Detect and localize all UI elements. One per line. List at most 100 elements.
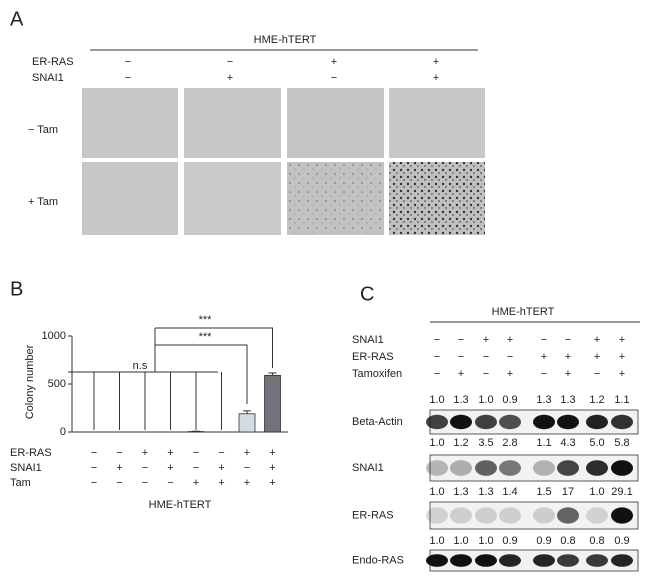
condition-sign: + <box>193 477 199 489</box>
condition-sign: − <box>142 477 148 489</box>
quant-label: 1.2 <box>453 437 468 449</box>
blot-band <box>611 507 633 524</box>
y-tick-label: 500 <box>48 378 66 390</box>
blot-band <box>557 554 579 567</box>
blot-band <box>475 460 497 476</box>
condition-sign: − <box>142 462 148 474</box>
quant-label: 1.0 <box>429 535 444 547</box>
condition-sign: − <box>541 334 547 346</box>
blot-band <box>475 414 497 430</box>
blot-band <box>426 507 448 524</box>
condition-sign: + <box>594 351 600 363</box>
quant-label: 5.0 <box>589 437 604 449</box>
quant-label: 3.5 <box>478 437 493 449</box>
blot-label: ER-RAS <box>352 509 394 521</box>
annotation: *** <box>199 314 213 326</box>
panel-header: HME-hTERT <box>492 306 555 318</box>
quant-label: 1.2 <box>589 394 604 406</box>
condition-sign: + <box>218 462 224 474</box>
blot-band <box>499 414 521 430</box>
condition-sign: − <box>91 477 97 489</box>
panel-label: B <box>10 278 23 300</box>
blot-band <box>499 460 521 476</box>
condition-sign: + <box>167 447 173 459</box>
quant-label: 1.3 <box>560 394 575 406</box>
blot-label: Endo-RAS <box>352 554 404 566</box>
blot-band <box>533 507 555 524</box>
condition-sign: − <box>244 462 250 474</box>
condition-sign: + <box>433 56 439 68</box>
quant-label: 0.9 <box>536 535 551 547</box>
quant-label: 1.3 <box>453 486 468 498</box>
condition-sign: + <box>565 351 571 363</box>
quant-label: 29.1 <box>611 486 632 498</box>
y-axis-label: Colony number <box>24 344 36 419</box>
blot-band <box>533 460 555 476</box>
y-tick-label: 1000 <box>42 330 66 342</box>
condition-sign: + <box>458 368 464 380</box>
condition-sign: − <box>594 368 600 380</box>
blot-band <box>557 460 579 476</box>
annotation: n.s <box>133 360 148 372</box>
condition-sign: − <box>507 351 513 363</box>
condition-sign: − <box>125 56 131 68</box>
panel-header: HME-hTERT <box>254 34 317 46</box>
condition-sign: − <box>434 351 440 363</box>
blot-band <box>426 554 448 567</box>
condition-sign: + <box>244 477 250 489</box>
condition-sign: + <box>269 462 275 474</box>
quant-label: 1.1 <box>614 394 629 406</box>
condition-sign: − <box>483 368 489 380</box>
quant-label: 1.0 <box>589 486 604 498</box>
row-label: Tamoxifen <box>352 368 402 380</box>
condition-sign: − <box>193 447 199 459</box>
image-row-label: − Tam <box>28 124 58 136</box>
x-axis-label: HME-hTERT <box>149 499 212 511</box>
condition-sign: − <box>91 462 97 474</box>
condition-sign: − <box>116 447 122 459</box>
blot-band <box>426 414 448 430</box>
blot-band <box>450 414 472 430</box>
condition-sign: + <box>541 351 547 363</box>
sig-bracket <box>155 344 248 404</box>
condition-sign: + <box>218 477 224 489</box>
sig-bracket <box>154 327 273 372</box>
bar <box>238 413 256 433</box>
blot-band <box>557 414 579 430</box>
condition-sign: + <box>619 351 625 363</box>
quant-label: 0.8 <box>560 535 575 547</box>
condition-sign: − <box>116 477 122 489</box>
error-bar <box>243 410 251 414</box>
image-row-label: + Tam <box>28 196 58 208</box>
condition-sign: − <box>434 368 440 380</box>
condition-sign: + <box>116 462 122 474</box>
condition-sign: − <box>125 72 131 84</box>
blot-band <box>475 507 497 524</box>
condition-sign: − <box>218 447 224 459</box>
panel-label: C <box>360 283 374 305</box>
quant-label: 0.8 <box>589 535 604 547</box>
condition-sign: + <box>619 368 625 380</box>
quant-label: 17 <box>562 486 574 498</box>
quant-label: 2.8 <box>502 437 517 449</box>
blot-band <box>450 507 472 524</box>
row-label: ER-RAS <box>352 351 394 363</box>
condition-sign: − <box>483 351 489 363</box>
blot-band <box>586 414 608 430</box>
condition-sign: + <box>433 72 439 84</box>
quant-label: 1.0 <box>429 437 444 449</box>
condition-sign: − <box>434 334 440 346</box>
condition-sign: + <box>269 477 275 489</box>
quant-label: 1.5 <box>536 486 551 498</box>
blot-band <box>499 507 521 524</box>
blot-band <box>557 507 579 524</box>
quant-label: 1.0 <box>478 535 493 547</box>
condition-label: SNAI1 <box>10 462 42 474</box>
condition-label: Tam <box>10 477 31 489</box>
blot-band <box>426 460 448 476</box>
bar <box>264 374 281 433</box>
condition-label: ER-RAS <box>10 447 52 459</box>
blot-band <box>586 507 608 524</box>
condition-sign: − <box>331 72 337 84</box>
condition-sign: + <box>227 72 233 84</box>
